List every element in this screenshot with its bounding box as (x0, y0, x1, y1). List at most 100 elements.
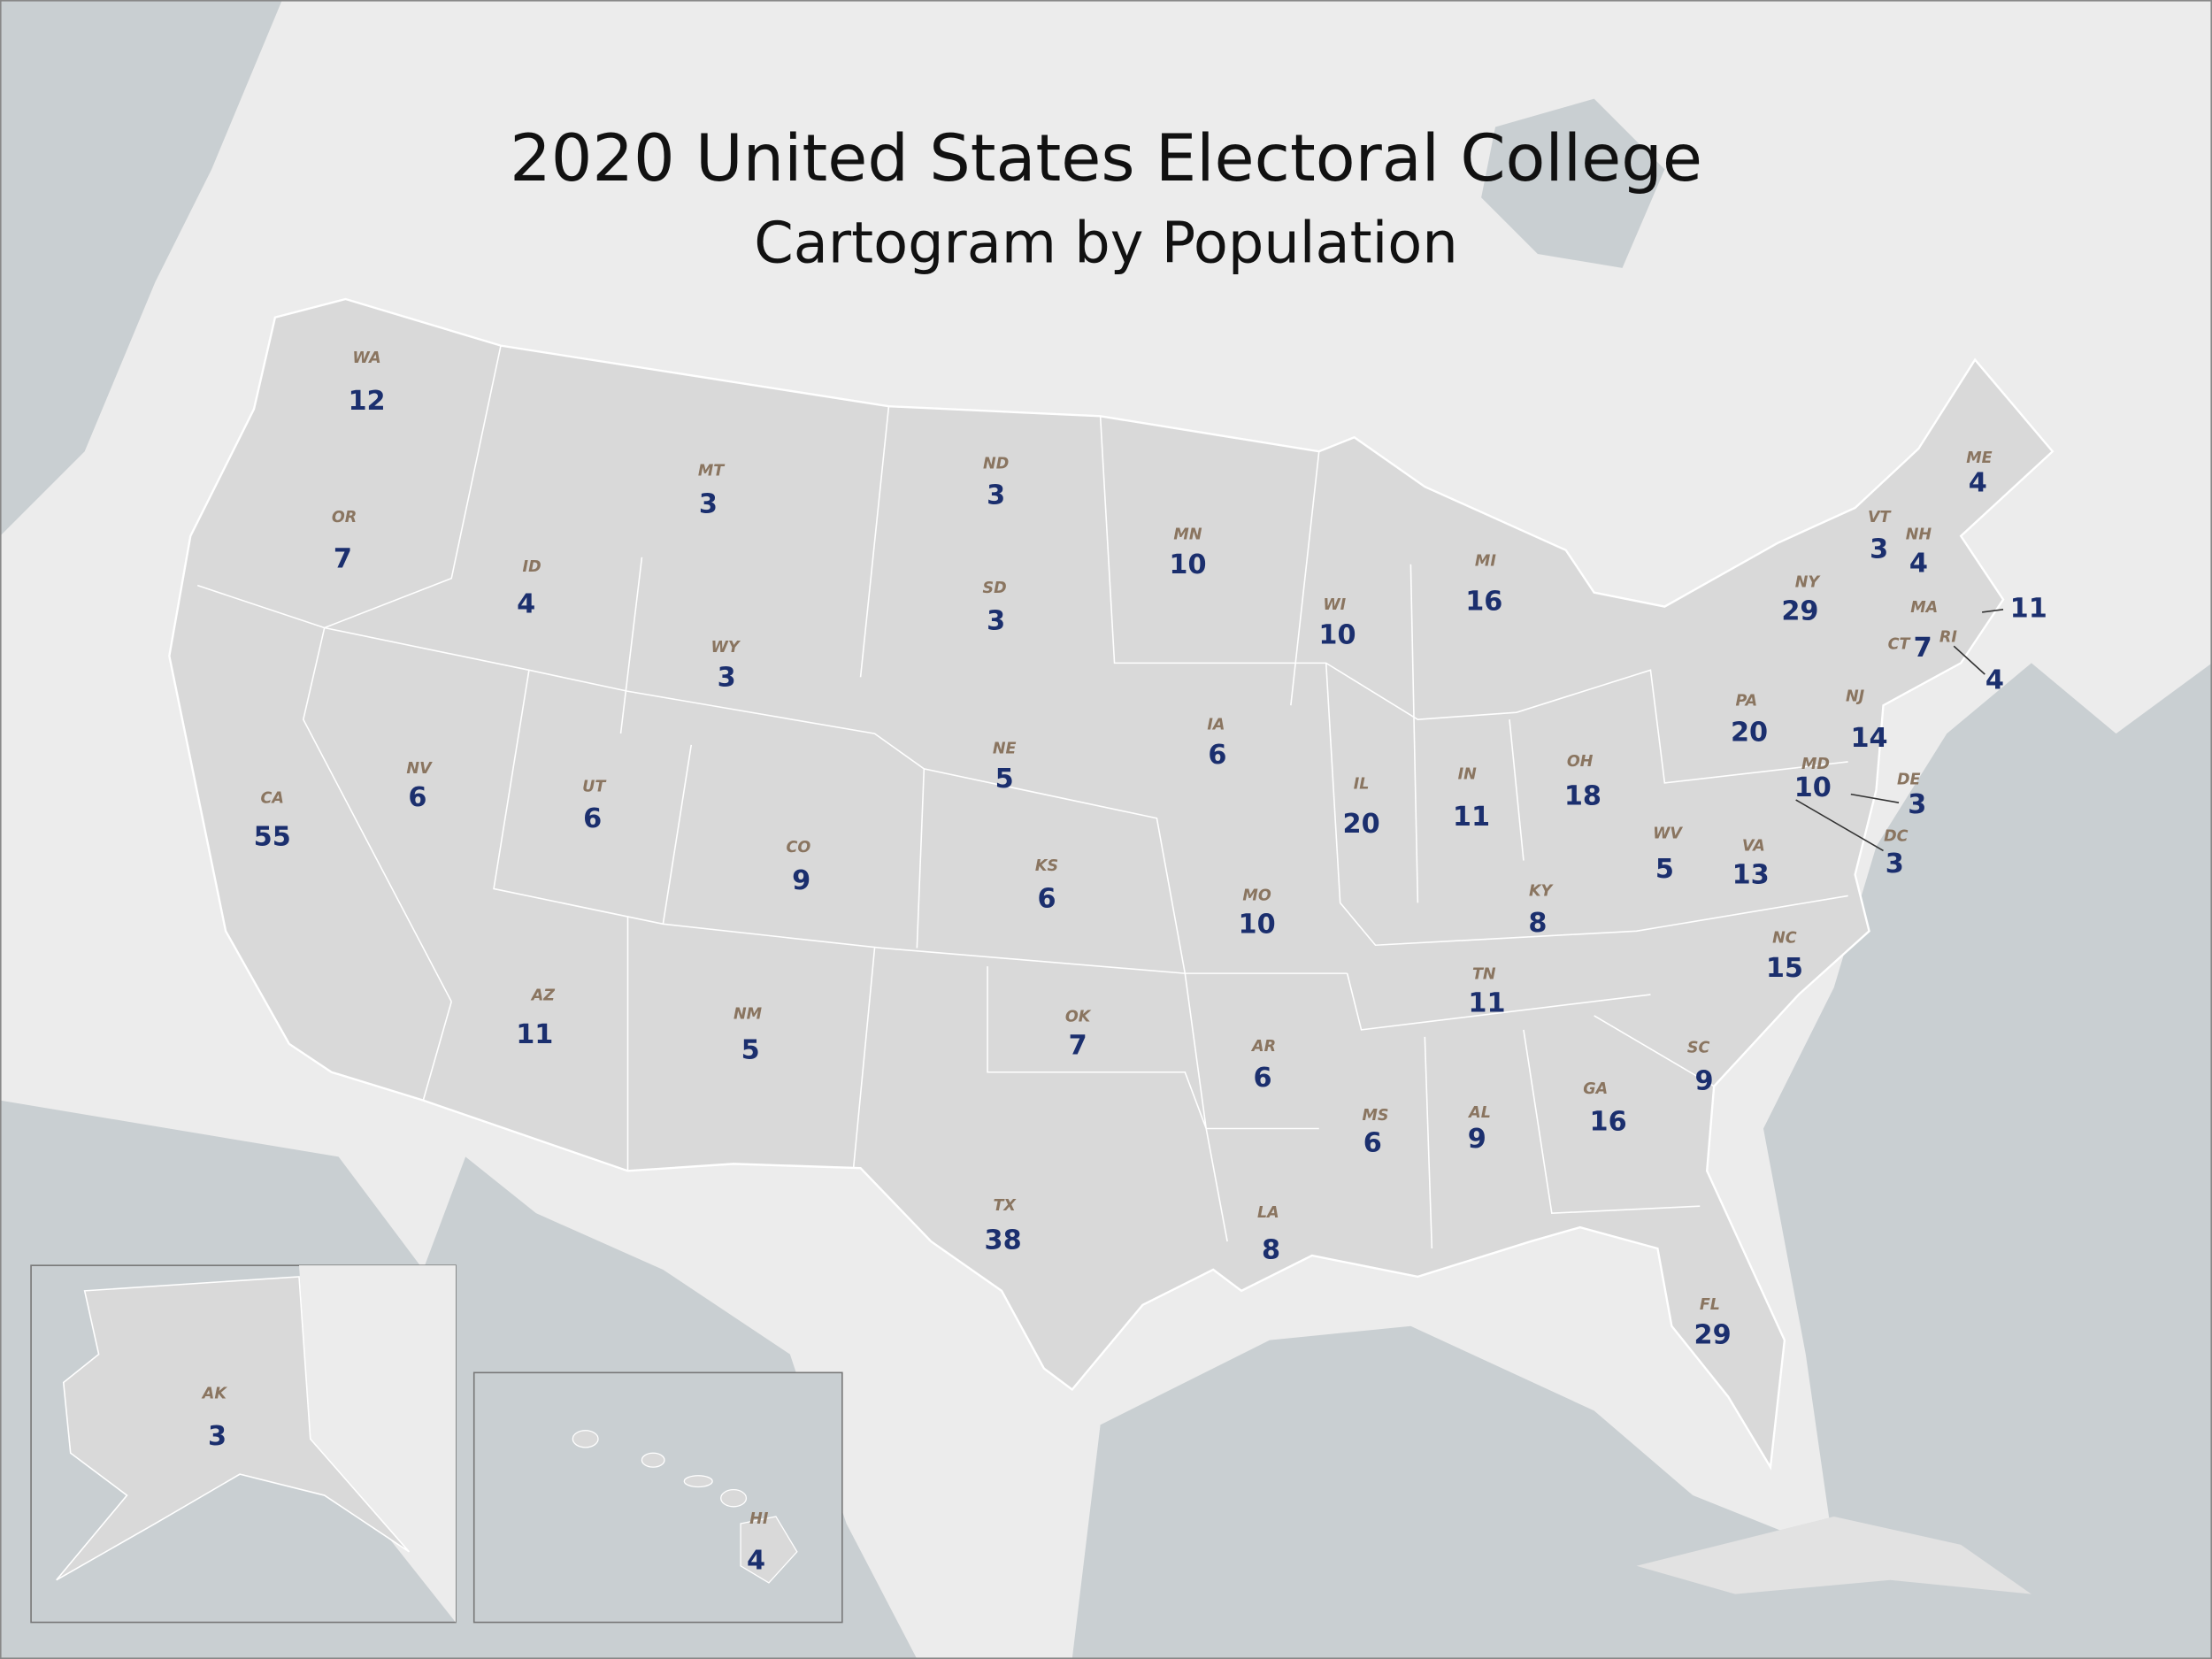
electoral-votes: 6 (1037, 884, 1056, 915)
hudson-water (1481, 98, 1665, 268)
state-abbr: RI (1939, 629, 1957, 647)
state-abbr: ID (523, 558, 541, 576)
electoral-votes: 5 (1655, 854, 1674, 885)
pacific-coast-water (0, 0, 282, 536)
state-abbr: MD (1801, 756, 1830, 773)
electoral-votes: 16 (1465, 586, 1502, 617)
electoral-votes: 6 (408, 782, 426, 813)
state-abbr: MA (1910, 599, 1938, 617)
state-abbr: CT (1888, 636, 1912, 654)
electoral-votes: 8 (1262, 1235, 1280, 1266)
electoral-votes: 4 (1909, 548, 1928, 579)
state-abbr: SD (982, 580, 1006, 597)
electoral-votes: 6 (1208, 740, 1226, 771)
electoral-votes: 6 (583, 803, 602, 834)
electoral-votes: 3 (987, 480, 1005, 511)
electoral-votes: 4 (747, 1545, 765, 1576)
state-abbr: MO (1242, 887, 1271, 904)
state-abbr: MS (1363, 1107, 1389, 1125)
state-abbr: NJ (1846, 688, 1865, 706)
electoral-votes: 14 (1850, 723, 1887, 754)
electoral-votes: 6 (1363, 1128, 1382, 1159)
electoral-votes: 11 (516, 1019, 553, 1050)
state-abbr: HI (749, 1510, 769, 1528)
state-abbr: DE (1897, 772, 1921, 789)
electoral-votes: 38 (985, 1225, 1022, 1256)
subtitle: Cartogram by Population (754, 211, 1457, 277)
electoral-votes: 20 (1731, 718, 1768, 749)
leader-line (1850, 793, 1900, 803)
hawaii-inset (472, 1371, 843, 1624)
electoral-votes: 5 (995, 764, 1014, 795)
state-abbr: NC (1772, 929, 1797, 947)
state-abbr: AK (201, 1385, 228, 1402)
electoral-votes: 10 (1169, 549, 1206, 580)
electoral-votes: 4 (1969, 467, 1987, 498)
electoral-votes: 18 (1564, 780, 1601, 811)
state-abbr: CA (261, 789, 284, 807)
electoral-votes: 9 (792, 865, 810, 896)
electoral-votes: 5 (741, 1034, 760, 1065)
state-abbr: GA (1583, 1080, 1608, 1098)
electoral-votes: 6 (1253, 1063, 1271, 1094)
electoral-votes: 10 (1794, 772, 1832, 803)
state-abbr: FL (1700, 1296, 1720, 1314)
electoral-votes: 55 (254, 822, 291, 853)
electoral-votes: 3 (699, 488, 718, 519)
state-abbr: NM (733, 1005, 763, 1023)
state-abbr: WV (1653, 825, 1683, 842)
state-abbr: IA (1207, 717, 1225, 734)
cuba (1636, 1516, 2032, 1594)
state-abbr: AR (1250, 1038, 1276, 1056)
state-abbr: IL (1354, 775, 1370, 793)
state-abbr: LA (1257, 1204, 1279, 1222)
electoral-votes: 9 (1694, 1065, 1713, 1096)
electoral-votes: 3 (208, 1421, 227, 1452)
electoral-votes: 10 (1318, 620, 1356, 651)
electoral-votes: 3 (718, 662, 736, 693)
electoral-votes: 7 (1914, 633, 1932, 664)
electoral-votes: 20 (1343, 809, 1380, 840)
state-abbr: AL (1467, 1104, 1491, 1122)
state-abbr: VA (1742, 838, 1765, 856)
state-abbr: NE (993, 741, 1017, 758)
state-abbr: MN (1173, 526, 1202, 543)
state-abbr: CO (787, 839, 811, 856)
state-abbr: WY (711, 639, 741, 657)
state-abbr: KY (1529, 883, 1555, 901)
electoral-votes: 11 (2010, 593, 2047, 624)
state-abbr: TX (993, 1197, 1017, 1215)
state-abbr: NY (1795, 573, 1822, 591)
title: 2020 United States Electoral College (510, 121, 1702, 196)
alaska (56, 1276, 410, 1581)
state-abbr: UT (582, 779, 607, 796)
state-abbr: MT (698, 463, 726, 480)
leader-line (1795, 799, 1884, 852)
state-abbr: PA (1735, 692, 1757, 710)
electoral-votes: 11 (1468, 988, 1505, 1019)
electoral-votes: 10 (1239, 909, 1276, 940)
state-abbr: OR (332, 509, 357, 526)
state-abbr: TN (1472, 966, 1496, 984)
electoral-votes: 9 (1468, 1124, 1486, 1155)
electoral-votes: 3 (1908, 789, 1926, 820)
state-abbr: OK (1065, 1009, 1092, 1026)
state-abbr: WI (1323, 596, 1346, 614)
state-abbr: AZ (530, 987, 556, 1005)
state-abbr: KS (1035, 857, 1058, 875)
state-borders (196, 345, 1848, 1249)
state-abbr: MI (1475, 553, 1496, 571)
state-abbr: OH (1567, 753, 1594, 771)
state-labels: WA 12 OR 7 MT 3 ND 3 MN 10 ID 4 SD 3 WI 10 MI 16 WY 3 NV 6 UT 6… (201, 349, 2047, 1577)
electoral-votes: 12 (348, 386, 385, 417)
electoral-votes: 11 (1453, 802, 1490, 833)
electoral-votes: 15 (1766, 953, 1803, 984)
state-abbr: VT (1868, 509, 1893, 526)
electoral-votes: 3 (1870, 534, 1888, 565)
electoral-votes: 8 (1528, 908, 1547, 939)
state-abbr: ME (1966, 449, 1992, 467)
leader-lines (1795, 608, 2004, 852)
